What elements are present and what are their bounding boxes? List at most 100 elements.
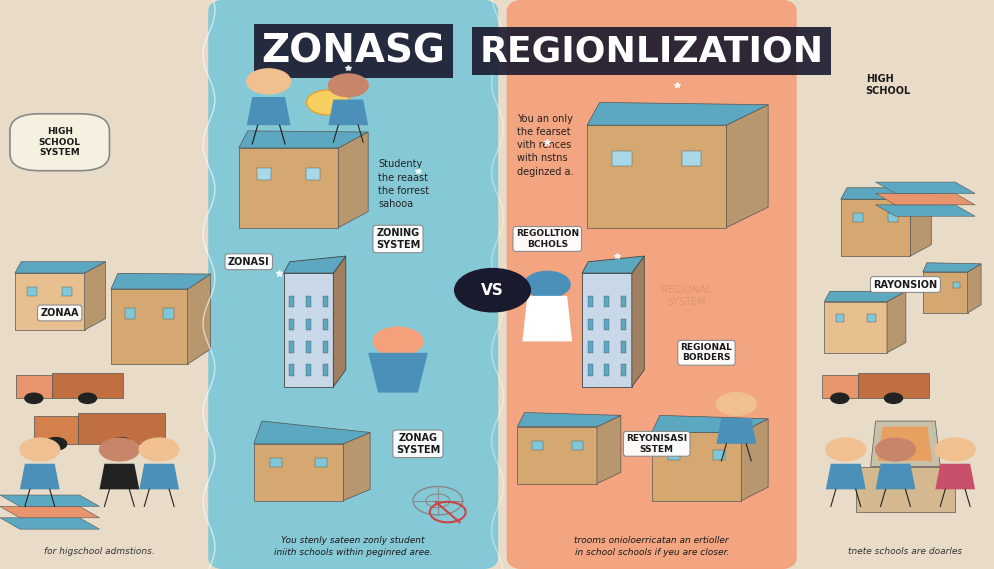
Polygon shape [853,213,862,222]
Circle shape [825,438,865,461]
Polygon shape [99,464,139,489]
Polygon shape [855,467,954,512]
Polygon shape [857,373,928,398]
Text: REYONISASI
SSTEM: REYONISASI SSTEM [625,434,687,453]
Polygon shape [306,319,310,330]
Polygon shape [910,188,930,256]
Polygon shape [877,427,931,461]
Polygon shape [586,125,726,228]
Polygon shape [667,450,680,460]
Polygon shape [887,291,905,353]
Polygon shape [611,151,631,166]
Polygon shape [604,319,608,330]
Polygon shape [741,419,767,501]
Polygon shape [253,444,343,501]
Circle shape [306,90,350,115]
Polygon shape [322,364,327,376]
Polygon shape [966,264,980,313]
Polygon shape [289,341,294,353]
Polygon shape [888,213,897,222]
Circle shape [45,438,67,450]
Polygon shape [124,308,135,319]
Polygon shape [517,413,620,427]
Polygon shape [306,341,310,353]
Polygon shape [875,464,914,489]
Polygon shape [269,458,282,467]
Text: Studenty
the reaast
the forrest
sahooa: Studenty the reaast the forrest sahooa [378,159,428,209]
FancyBboxPatch shape [10,114,109,171]
Polygon shape [587,341,592,353]
Text: for higschool admstions.: for higschool admstions. [44,547,155,556]
Polygon shape [343,432,370,501]
Circle shape [716,393,755,415]
Polygon shape [596,415,620,484]
Polygon shape [586,102,767,125]
Circle shape [454,269,530,312]
Text: REGOLLTION
BCHOLS: REGOLLTION BCHOLS [515,229,579,249]
Polygon shape [20,464,60,489]
Polygon shape [651,415,767,432]
Polygon shape [712,450,725,460]
Polygon shape [581,273,631,387]
Polygon shape [253,421,370,444]
Circle shape [99,438,139,461]
Polygon shape [84,262,105,330]
Polygon shape [604,341,608,353]
Polygon shape [16,376,52,398]
Polygon shape [870,421,939,467]
Polygon shape [247,97,290,125]
Polygon shape [620,364,625,376]
Polygon shape [823,291,905,302]
Polygon shape [681,151,701,166]
Polygon shape [322,341,327,353]
Polygon shape [110,274,211,289]
Polygon shape [840,188,930,199]
Polygon shape [368,353,427,393]
Polygon shape [333,256,346,387]
Polygon shape [63,287,72,296]
Circle shape [524,271,570,298]
Polygon shape [875,193,974,205]
Polygon shape [15,273,84,330]
Circle shape [328,74,368,97]
Circle shape [875,438,914,461]
Polygon shape [517,427,596,484]
Polygon shape [0,506,99,518]
Polygon shape [328,100,368,125]
Polygon shape [835,314,844,322]
Polygon shape [604,364,608,376]
Text: trooms onioloerricatan an ertioller
in school schools if yeu are closer.: trooms onioloerricatan an ertioller in s… [574,536,729,556]
Circle shape [25,393,43,403]
Polygon shape [587,319,592,330]
Text: ZONASG: ZONASG [261,32,444,70]
Polygon shape [587,364,592,376]
Polygon shape [571,441,582,450]
Polygon shape [952,282,958,288]
Polygon shape [930,282,936,288]
Polygon shape [921,272,966,313]
Polygon shape [651,432,741,501]
Polygon shape [338,132,368,228]
Polygon shape [875,205,974,216]
Polygon shape [0,518,99,529]
Polygon shape [934,464,974,489]
Polygon shape [620,341,625,353]
Text: ZONING
SYSTEM: ZONING SYSTEM [376,228,419,250]
Polygon shape [866,314,875,322]
Text: tnete schools are doarles: tnete schools are doarles [848,547,961,556]
Circle shape [934,438,974,461]
Polygon shape [239,148,338,228]
Polygon shape [256,168,270,180]
Polygon shape [840,199,910,256]
FancyBboxPatch shape [507,0,795,569]
Polygon shape [322,319,327,330]
Polygon shape [0,495,99,506]
Text: REGIONAL
BORDERS: REGIONAL BORDERS [680,343,732,362]
Circle shape [247,69,290,94]
Text: ZONASI: ZONASI [228,257,269,267]
Polygon shape [322,296,327,307]
Polygon shape [289,319,294,330]
Polygon shape [34,415,78,444]
Polygon shape [531,441,543,450]
Polygon shape [604,296,608,307]
